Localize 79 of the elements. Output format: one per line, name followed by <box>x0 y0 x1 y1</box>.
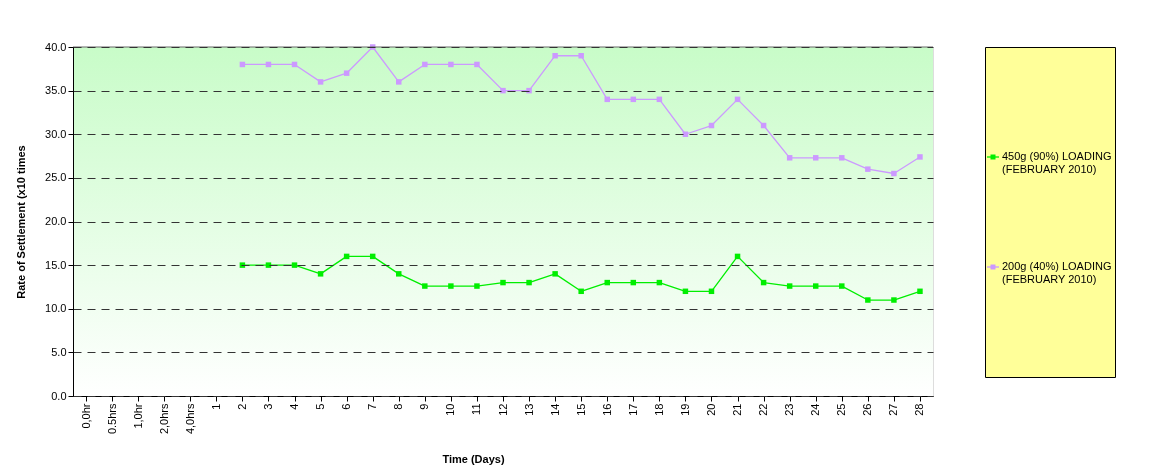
x-tick-label: 18 <box>652 403 665 416</box>
point <box>786 283 793 289</box>
x-tick-label: 25 <box>835 403 848 416</box>
x-tick-label: 5 <box>314 403 327 410</box>
point <box>812 155 819 161</box>
y-tick-label: 40.0 <box>45 40 67 53</box>
point <box>552 52 558 59</box>
y-tick-label: 10.0 <box>45 302 67 315</box>
point <box>317 271 324 277</box>
point <box>422 283 428 289</box>
point <box>317 79 324 85</box>
point <box>865 297 871 303</box>
x-tick-label: 1 <box>209 403 222 410</box>
point <box>396 79 402 85</box>
y-tick-label: 5.0 <box>51 345 67 358</box>
point <box>891 297 897 303</box>
point <box>422 61 428 68</box>
point <box>552 271 558 277</box>
x-tick-label: 16 <box>600 403 613 416</box>
point <box>839 283 845 289</box>
y-tick-label: 25.0 <box>45 171 67 184</box>
point <box>448 283 454 289</box>
point <box>474 61 480 68</box>
point <box>500 279 506 286</box>
x-tick-label: 13 <box>522 403 535 416</box>
y-tick-label: 35.0 <box>45 84 67 97</box>
x-tick-label: 3 <box>261 403 274 410</box>
x-tick-label: 2 <box>235 403 248 410</box>
x-tick-label: 19 <box>678 403 691 416</box>
x-tick-label: 4 <box>288 403 301 410</box>
point <box>343 70 350 76</box>
point <box>839 155 845 161</box>
point <box>500 87 506 94</box>
point <box>917 154 923 160</box>
y-axis-title: Rate of Settlement (x10 times <box>15 145 28 299</box>
x-tick-label: 24 <box>809 403 822 416</box>
legend-label: 450g (90%) LOADING (FEBRUARY 2010) <box>1002 150 1112 175</box>
x-tick-label: 21 <box>731 403 744 416</box>
point <box>812 283 819 289</box>
x-tick-label: 2,0hrs <box>157 403 170 435</box>
x-tick-label: 0,0hr <box>79 403 92 429</box>
point <box>448 61 454 68</box>
y-tick-label: 0.0 <box>51 389 67 402</box>
x-tick-label: 7 <box>366 403 379 410</box>
x-tick-label: 14 <box>548 403 561 416</box>
x-tick-label: 26 <box>861 403 874 416</box>
x-tick-label: 4,0hrs <box>183 403 196 435</box>
point <box>578 52 584 59</box>
legend-label: 200g (40%) LOADING (FEBRUARY 2010) <box>1002 260 1112 285</box>
point <box>917 288 923 295</box>
y-tick-label: 15.0 <box>45 258 67 271</box>
point <box>786 155 793 161</box>
x-tick-label: 20 <box>704 403 717 416</box>
x-tick-label: 11 <box>470 403 483 415</box>
point <box>239 262 246 268</box>
y-tick-label: 30.0 <box>45 127 67 140</box>
x-tick-label: 15 <box>574 403 587 416</box>
point <box>265 262 272 268</box>
point <box>396 271 402 277</box>
x-tick-label: 10 <box>444 403 457 416</box>
x-tick-label: 17 <box>626 403 639 416</box>
x-tick-label: 27 <box>887 403 900 416</box>
x-tick-label: 9 <box>418 403 431 410</box>
x-axis-title: Time (Days) <box>442 453 505 465</box>
x-tick-label: 1,0hr <box>131 403 144 429</box>
x-tick-label: 23 <box>783 403 796 416</box>
x-tick-label: 6 <box>340 403 353 410</box>
x-tick-label: 8 <box>392 403 405 410</box>
point <box>891 170 897 177</box>
point <box>578 288 584 295</box>
x-tick-label: 22 <box>757 403 770 416</box>
point <box>474 283 480 289</box>
point <box>526 279 532 286</box>
x-tick-label: 12 <box>496 403 509 416</box>
point <box>865 166 871 172</box>
x-tick-label: 0.5hrs <box>105 403 118 435</box>
point <box>291 262 298 268</box>
y-tick-label: 20.0 <box>45 215 67 227</box>
x-tick-label: 28 <box>913 403 926 416</box>
